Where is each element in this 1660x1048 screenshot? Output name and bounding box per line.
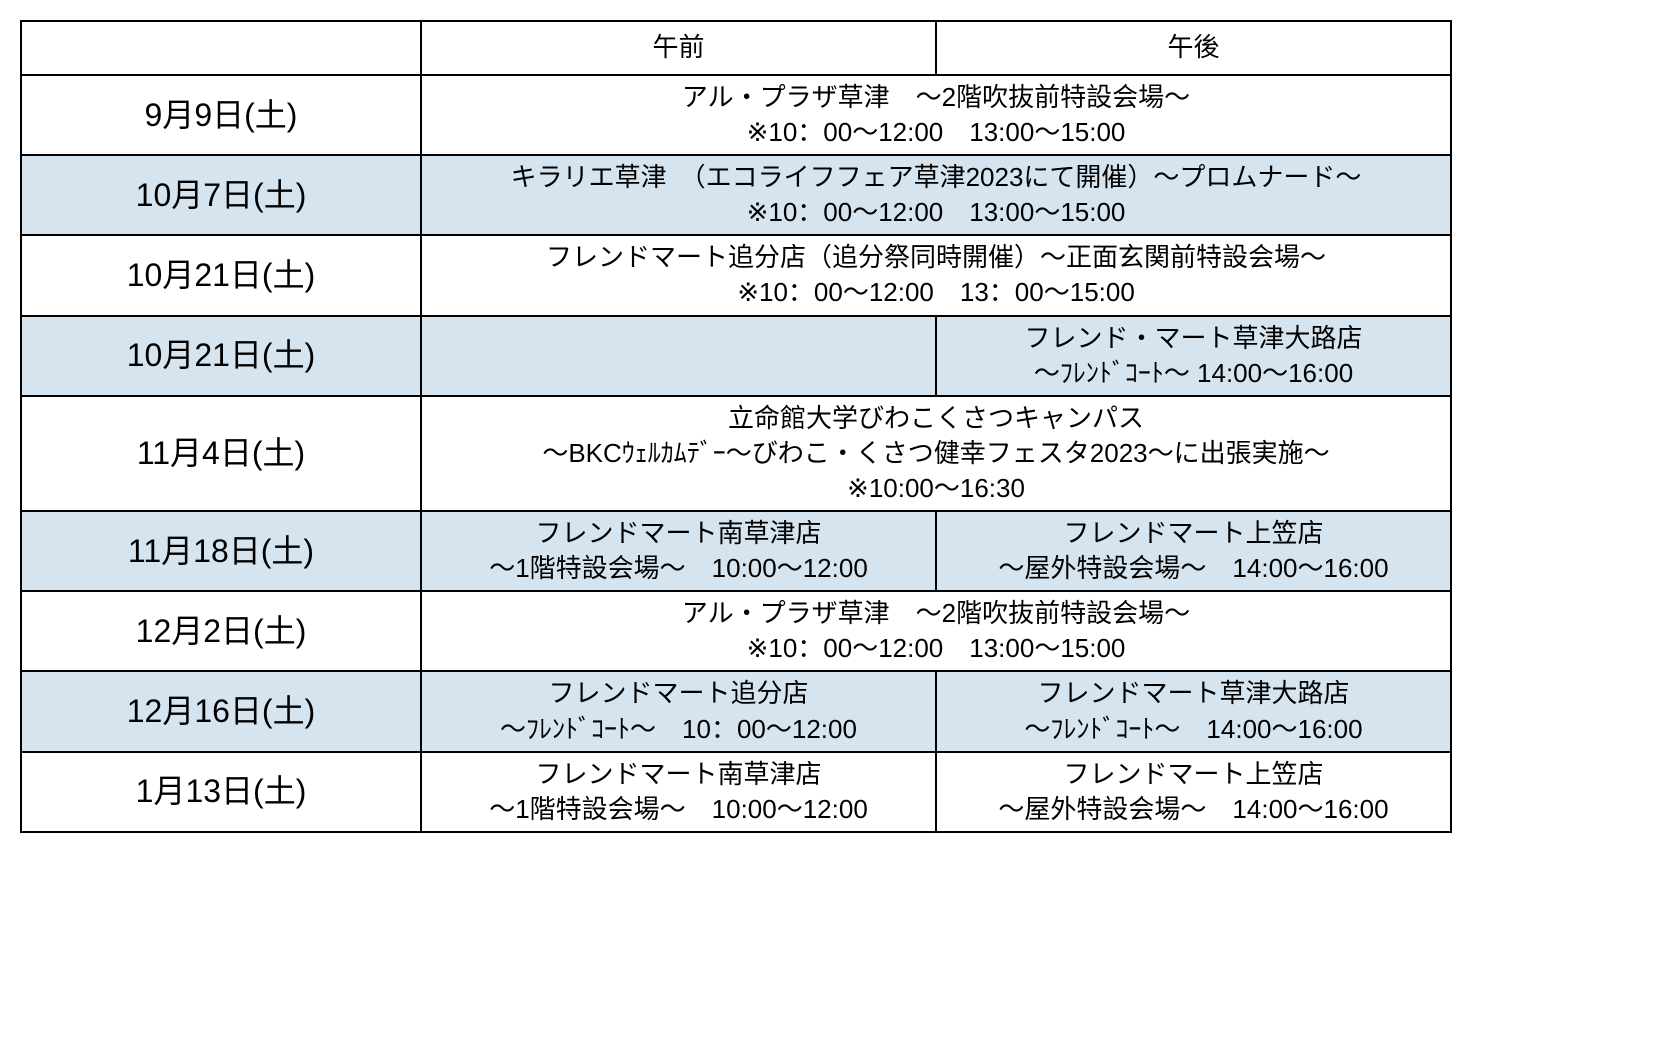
event-cell-pm: フレンドマート上笠店 ～屋外特設会場～ 14:00～16:00: [936, 752, 1451, 832]
header-date: [21, 21, 421, 75]
table-row: 9月9日(土)アル・プラザ草津 ～2階吹抜前特設会場～ ※10：00～12:00…: [21, 75, 1451, 155]
event-cell-merged: 立命館大学びわこくさつキャンパス ～BKCｳｪﾙｶﾑﾃﾞｰ～びわこ・くさつ健幸フ…: [421, 396, 1451, 511]
event-cell-merged: アル・プラザ草津 ～2階吹抜前特設会場～ ※10：00～12:00 13:00～…: [421, 75, 1451, 155]
table-row: 11月18日(土)フレンドマート南草津店 ～1階特設会場～ 10:00～12:0…: [21, 511, 1451, 591]
table-row: 10月21日(土)フレンドマート追分店（追分祭同時開催）～正面玄関前特設会場～ …: [21, 235, 1451, 315]
event-cell-merged: キラリエ草津 （エコライフフェア草津2023にて開催）～プロムナード～ ※10：…: [421, 155, 1451, 235]
table-row: 1月13日(土)フレンドマート南草津店 ～1階特設会場～ 10:00～12:00…: [21, 752, 1451, 832]
event-cell-am: フレンドマート追分店 ～ﾌﾚﾝﾄﾞｺｰﾄ～ 10：00～12:00: [421, 671, 936, 751]
date-cell: 1月13日(土): [21, 752, 421, 832]
header-am: 午前: [421, 21, 936, 75]
event-cell-merged: アル・プラザ草津 ～2階吹抜前特設会場～ ※10：00～12:00 13:00～…: [421, 591, 1451, 671]
event-cell-pm: フレンドマート草津大路店 ～ﾌﾚﾝﾄﾞｺｰﾄ～ 14:00～16:00: [936, 671, 1451, 751]
table-header-row: 午前 午後: [21, 21, 1451, 75]
date-cell: 11月18日(土): [21, 511, 421, 591]
date-cell: 11月4日(土): [21, 396, 421, 511]
event-cell-am: フレンドマート南草津店 ～1階特設会場～ 10:00～12:00: [421, 511, 936, 591]
event-cell-am: フレンドマート南草津店 ～1階特設会場～ 10:00～12:00: [421, 752, 936, 832]
date-cell: 10月21日(土): [21, 235, 421, 315]
schedule-body: 9月9日(土)アル・プラザ草津 ～2階吹抜前特設会場～ ※10：00～12:00…: [21, 75, 1451, 832]
date-cell: 10月7日(土): [21, 155, 421, 235]
table-row: 11月4日(土)立命館大学びわこくさつキャンパス ～BKCｳｪﾙｶﾑﾃﾞｰ～びわ…: [21, 396, 1451, 511]
date-cell: 12月16日(土): [21, 671, 421, 751]
date-cell: 10月21日(土): [21, 316, 421, 396]
event-cell-merged: フレンドマート追分店（追分祭同時開催）～正面玄関前特設会場～ ※10：00～12…: [421, 235, 1451, 315]
table-row: 10月21日(土) フレンド・マート草津大路店 ～ﾌﾚﾝﾄﾞｺｰﾄ～ 14:00～…: [21, 316, 1451, 396]
date-cell: 12月2日(土): [21, 591, 421, 671]
date-cell: 9月9日(土): [21, 75, 421, 155]
event-cell-pm: フレンド・マート草津大路店 ～ﾌﾚﾝﾄﾞｺｰﾄ～ 14:00～16:00: [936, 316, 1451, 396]
schedule-table: 午前 午後 9月9日(土)アル・プラザ草津 ～2階吹抜前特設会場～ ※10：00…: [20, 20, 1452, 833]
table-row: 10月7日(土)キラリエ草津 （エコライフフェア草津2023にて開催）～プロムナ…: [21, 155, 1451, 235]
table-row: 12月2日(土)アル・プラザ草津 ～2階吹抜前特設会場～ ※10：00～12:0…: [21, 591, 1451, 671]
event-cell-pm: フレンドマート上笠店 ～屋外特設会場～ 14:00～16:00: [936, 511, 1451, 591]
event-cell-am: [421, 316, 936, 396]
table-row: 12月16日(土)フレンドマート追分店 ～ﾌﾚﾝﾄﾞｺｰﾄ～ 10：00～12:…: [21, 671, 1451, 751]
header-pm: 午後: [936, 21, 1451, 75]
